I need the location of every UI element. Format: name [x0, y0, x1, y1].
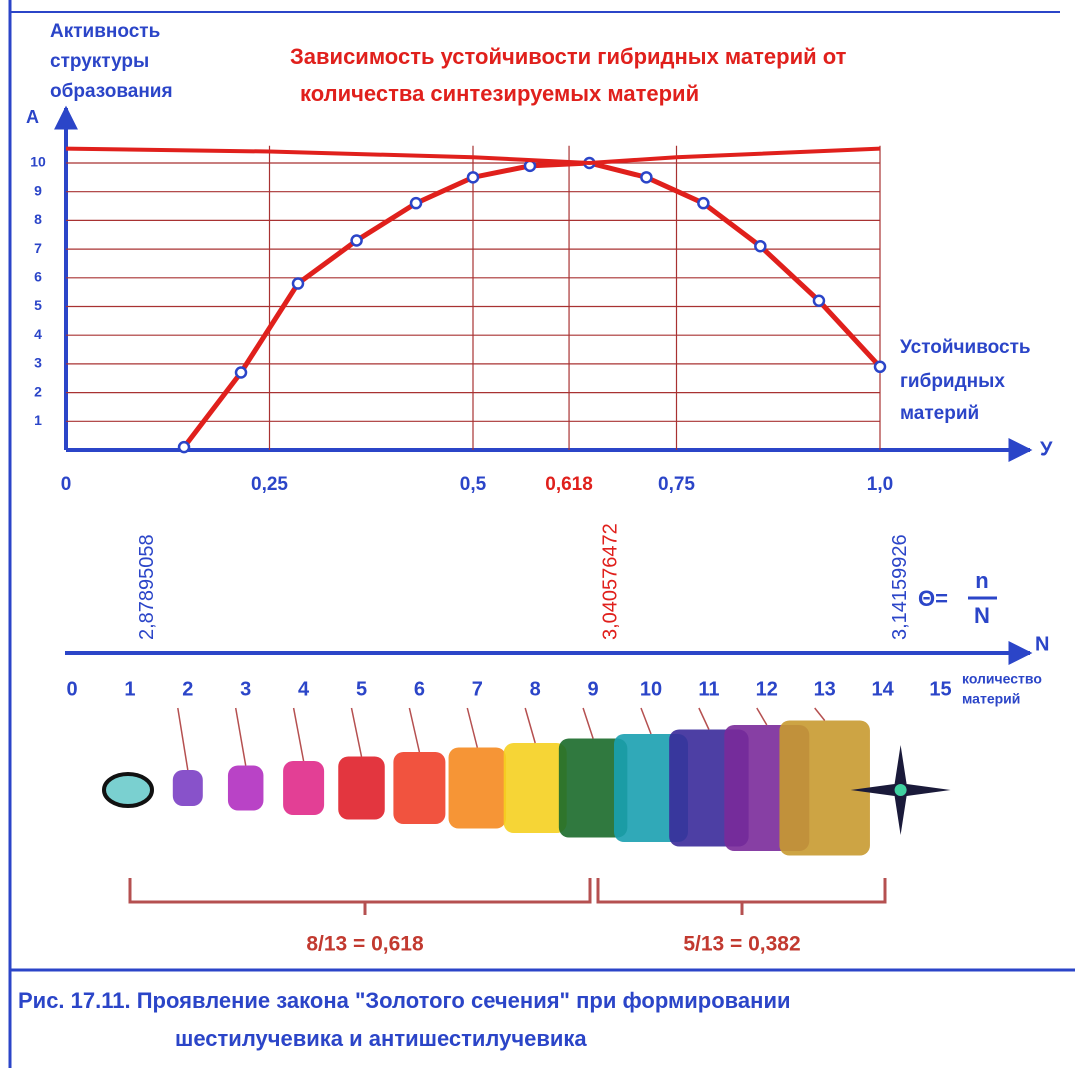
figure — [228, 766, 264, 811]
x-tick-label: 0,75 — [658, 474, 695, 495]
n-axis-caption: материй — [962, 691, 1020, 707]
figure — [173, 770, 203, 806]
n-tick-label: 2 — [182, 678, 193, 700]
chart-title: Зависимость устойчивости гибридных матер… — [290, 44, 847, 69]
chart-title: количества синтезируемых материй — [300, 81, 699, 106]
pointer — [757, 708, 767, 725]
pointer — [352, 708, 362, 757]
brace — [130, 878, 885, 915]
x-tick-label: 0,5 — [460, 474, 487, 495]
figure — [504, 743, 567, 833]
x-axis-label: Устойчивость — [900, 337, 1031, 358]
data-point — [525, 161, 535, 171]
constant: 3,14159926 — [889, 534, 911, 640]
data-point — [411, 198, 421, 208]
y-axis-label: образования — [50, 81, 173, 102]
pointer — [236, 708, 246, 766]
pointer — [294, 708, 304, 761]
n-tick-label: 4 — [298, 678, 310, 700]
n-tick-label: 3 — [240, 678, 251, 700]
x-axis-label: гибридных — [900, 371, 1005, 392]
y-tick-label: 7 — [34, 240, 42, 256]
formula: N — [974, 603, 990, 628]
n-tick-label: 11 — [698, 678, 719, 700]
x-axis-symbol: У — [1040, 438, 1053, 460]
data-line — [184, 163, 880, 447]
x-axis-label: материй — [900, 403, 979, 424]
constant: 3,040576472 — [599, 523, 621, 640]
y-axis-symbol: A — [26, 107, 39, 127]
figure — [283, 761, 324, 815]
data-point — [814, 296, 824, 306]
data-point — [352, 235, 362, 245]
pointer — [641, 708, 651, 734]
n-tick-label: 15 — [929, 678, 951, 700]
formula: n — [975, 568, 988, 593]
data-point — [641, 172, 651, 182]
pointer — [467, 708, 477, 748]
data-point — [875, 362, 885, 372]
figure: Зависимость устойчивости гибридных матер… — [0, 0, 1075, 1068]
pointer — [409, 708, 419, 752]
figure — [449, 748, 507, 829]
n-tick-label: 9 — [588, 678, 599, 700]
pointer — [583, 708, 593, 739]
n-tick-label: 10 — [640, 678, 662, 700]
figure — [779, 721, 870, 856]
n-tick-label: 0 — [66, 678, 77, 700]
n-tick-label: 6 — [414, 678, 425, 700]
y-tick-label: 5 — [34, 297, 42, 313]
n-tick-label: 5 — [356, 678, 367, 700]
ratio: 5/13 = 0,382 — [683, 933, 800, 956]
x-tick-label: 0,618 — [545, 474, 593, 495]
data-point — [468, 172, 478, 182]
hexagram-sequence — [104, 708, 951, 856]
y-tick-label: 8 — [34, 211, 42, 227]
constant: 2,87895058 — [136, 534, 158, 640]
y-tick-label: 2 — [34, 383, 42, 399]
n-tick-label: 14 — [871, 678, 894, 700]
y-axis-label: Активность — [50, 21, 160, 42]
x-tick-label: 1,0 — [867, 474, 893, 495]
figure — [895, 784, 907, 796]
ratio: 8/13 = 0,618 — [306, 933, 424, 956]
y-tick-label: 10 — [30, 154, 46, 170]
data-point — [293, 279, 303, 289]
figure — [338, 757, 385, 820]
n-axis-caption: количество — [962, 671, 1042, 687]
pointer — [178, 708, 188, 770]
data-point — [755, 241, 765, 251]
pointer — [699, 708, 709, 730]
y-tick-label: 9 — [34, 182, 42, 198]
n-tick-label: 8 — [530, 678, 541, 700]
figure — [104, 774, 152, 806]
pointer — [815, 708, 825, 721]
y-tick-label: 6 — [34, 269, 42, 285]
n-tick-label: 7 — [472, 678, 483, 700]
figure — [393, 752, 445, 824]
data-point — [179, 442, 189, 452]
data-point — [698, 198, 708, 208]
y-tick-label: 1 — [34, 412, 42, 428]
pointer — [525, 708, 535, 743]
x-tick-label: 0,25 — [251, 474, 288, 495]
n-tick-label: 12 — [756, 678, 778, 700]
y-axis-label: структуры — [50, 51, 149, 72]
n-axis-symbol: N — [1035, 633, 1049, 655]
x-tick-label: 0 — [61, 474, 72, 495]
caption: Рис. 17.11. Проявление закона "Золотого … — [18, 988, 791, 1013]
n-tick-label: 1 — [124, 678, 135, 700]
formula: Θ= — [918, 586, 948, 611]
n-tick-label: 13 — [814, 678, 836, 700]
caption: шестилучевика и антишестилучевика — [175, 1026, 587, 1051]
y-tick-label: 3 — [34, 355, 42, 371]
data-point — [236, 368, 246, 378]
y-tick-label: 4 — [34, 326, 42, 342]
